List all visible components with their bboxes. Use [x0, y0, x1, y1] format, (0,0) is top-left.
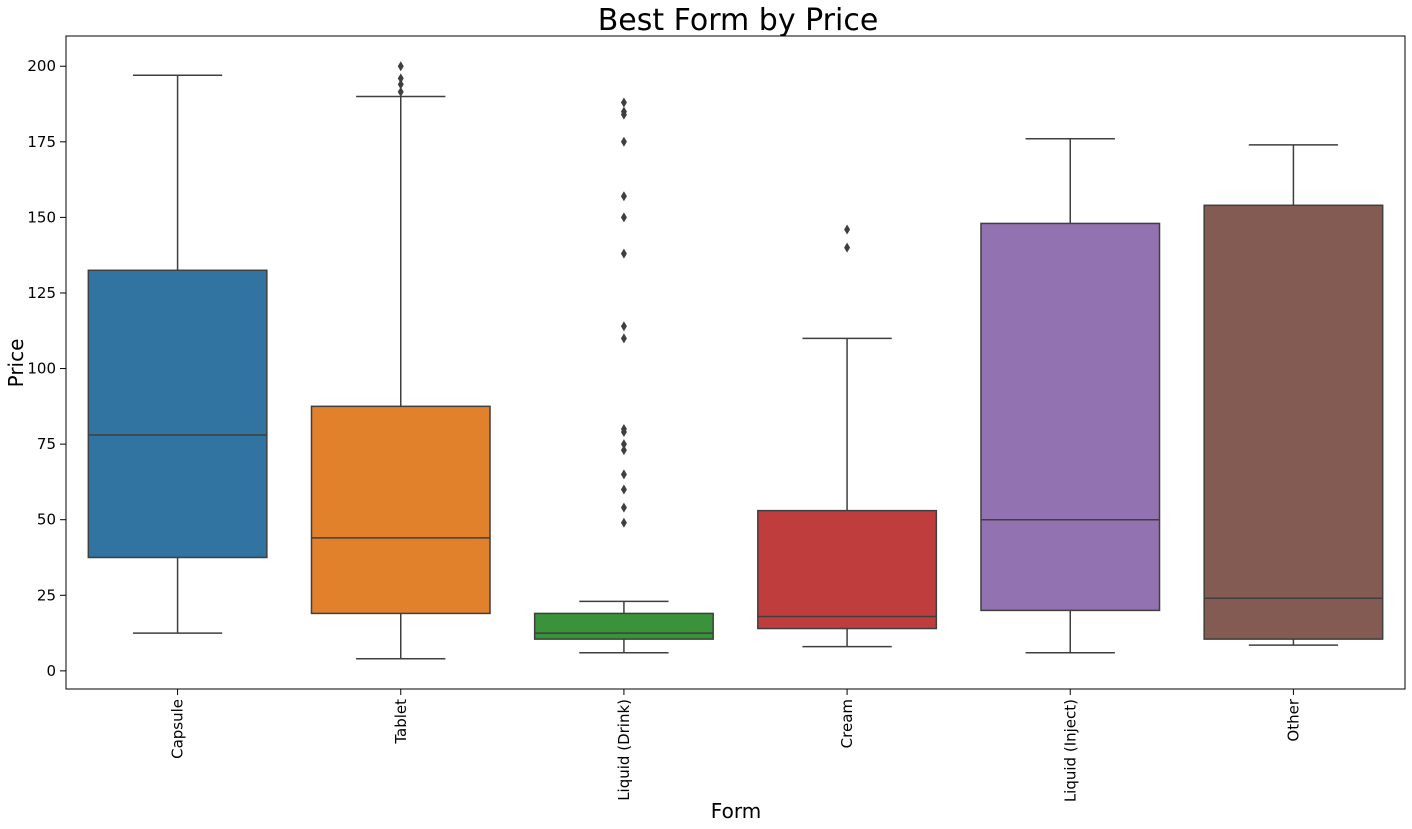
outlier-point — [620, 502, 627, 513]
outlier-point — [620, 517, 627, 528]
x-tick-label: Tablet — [392, 699, 410, 745]
y-tick-label: 200 — [27, 57, 56, 75]
y-tick-label: 100 — [27, 360, 56, 378]
y-tick-label: 25 — [37, 586, 56, 604]
x-tick-label: Liquid (Drink) — [615, 699, 633, 801]
outlier-point — [620, 321, 627, 332]
outlier-point — [397, 73, 404, 84]
y-tick-label: 50 — [37, 511, 56, 529]
plot-area: 0 25 50 75 100 125 150 175 200 Capsule Tablet Liqui… — [27, 35, 1406, 802]
y-tick-label: 175 — [27, 133, 56, 151]
box-cream — [757, 509, 938, 630]
outlier-point — [620, 469, 627, 480]
outlier-point — [620, 333, 627, 344]
outlier-point — [620, 484, 627, 495]
outlier-point — [620, 445, 627, 456]
outlier-point — [620, 191, 627, 202]
chart-title: Best Form by Price — [598, 3, 879, 38]
y-tick-label: 125 — [27, 284, 56, 302]
y-tick-label: 150 — [27, 208, 56, 226]
outlier-point — [620, 439, 627, 450]
box-liquid-drink — [533, 612, 714, 640]
outlier-point — [620, 136, 627, 147]
outlier-point — [620, 248, 627, 259]
outlier-point — [844, 224, 851, 235]
outlier-point — [397, 79, 404, 90]
plot-frame — [65, 35, 1406, 690]
box-tablet — [310, 405, 491, 615]
box-other — [1203, 204, 1384, 640]
y-tick-label: 0 — [46, 662, 56, 680]
box-liquid-inject — [980, 222, 1161, 612]
outlier-point — [397, 86, 404, 97]
x-tick-label: Cream — [838, 699, 856, 748]
x-tick-label: Liquid (Inject) — [1061, 699, 1079, 802]
outlier-point — [620, 97, 627, 108]
outlier-point — [620, 212, 627, 223]
y-tick-label: 75 — [37, 435, 56, 453]
x-tick-label: Other — [1284, 698, 1302, 741]
box-capsule — [87, 269, 268, 559]
x-axis-label: Form — [711, 799, 761, 823]
outlier-point — [397, 61, 404, 72]
outlier-point — [844, 242, 851, 253]
x-tick-label: Capsule — [169, 699, 187, 759]
outlier-point — [620, 424, 627, 435]
y-axis-label: Price — [4, 339, 28, 388]
outlier-point — [620, 106, 627, 117]
